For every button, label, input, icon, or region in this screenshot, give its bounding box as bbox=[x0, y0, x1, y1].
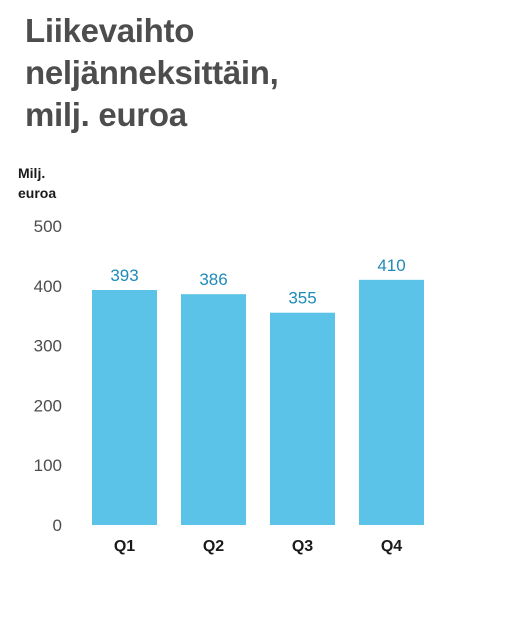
chart-title: Liikevaihto neljänneksittäin, milj. euro… bbox=[25, 10, 279, 136]
data-label: 393 bbox=[110, 266, 138, 285]
bar bbox=[181, 294, 246, 525]
chart-title-line: neljänneksittäin, bbox=[25, 54, 279, 91]
bar bbox=[92, 289, 157, 525]
category-label: Q2 bbox=[203, 538, 224, 555]
data-label: 410 bbox=[377, 256, 405, 275]
chart-title-line: Liikevaihto bbox=[25, 12, 195, 49]
y-tick-label: 100 bbox=[34, 456, 62, 475]
y-tick-label: 400 bbox=[34, 277, 62, 296]
category-label: Q1 bbox=[114, 538, 135, 555]
data-label: 386 bbox=[199, 270, 227, 289]
y-axis-label-line: euroa bbox=[18, 185, 57, 201]
y-axis-label: Milj. euroa bbox=[18, 163, 56, 203]
y-tick-label: 500 bbox=[34, 217, 62, 236]
bar bbox=[270, 312, 335, 525]
y-tick-label: 0 bbox=[53, 516, 62, 535]
chart-title-line: milj. euroa bbox=[25, 96, 187, 133]
y-tick-label: 300 bbox=[34, 337, 62, 356]
bar bbox=[359, 279, 424, 525]
data-label: 355 bbox=[288, 289, 316, 308]
category-labels: Q1 Q2 Q3 Q4 bbox=[114, 538, 402, 555]
y-tick-label: 200 bbox=[34, 396, 62, 415]
category-label: Q4 bbox=[381, 538, 402, 555]
y-axis-ticks: 0 100 200 300 400 500 bbox=[34, 217, 62, 535]
bars bbox=[92, 279, 424, 525]
data-labels: 393 386 355 410 bbox=[110, 256, 405, 308]
y-axis-label-line: Milj. bbox=[18, 165, 46, 181]
category-label: Q3 bbox=[292, 538, 313, 555]
